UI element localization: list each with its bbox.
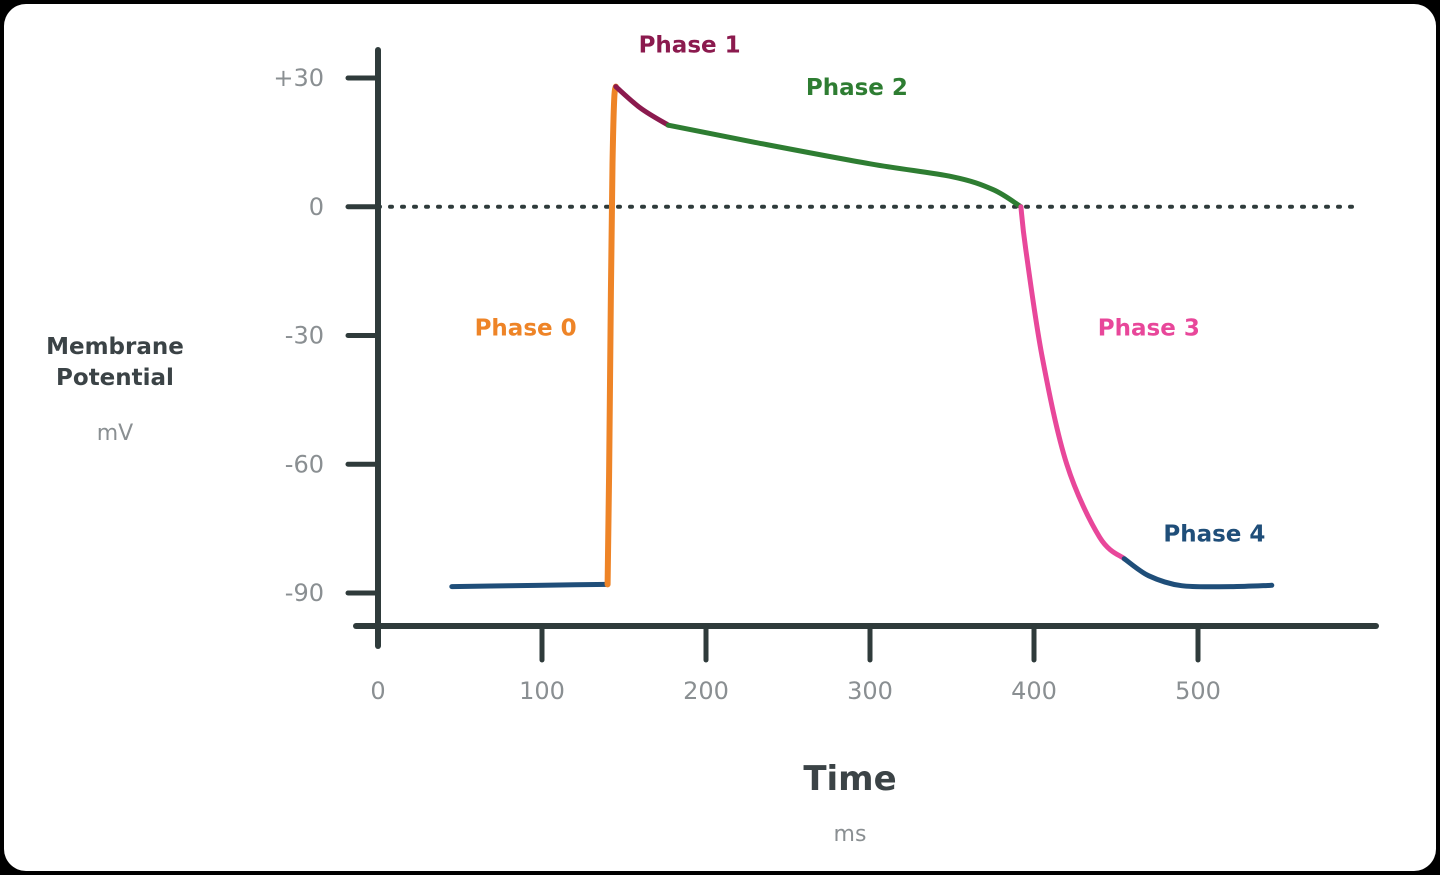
series-phase-1-line-2 [613,84,671,128]
y-tick-label: -90 [285,579,324,607]
y-axis-label-line-2: Potential [56,365,174,391]
x-tick-label: 200 [683,677,729,705]
x-axis-label: Time [803,759,896,799]
y-tick-label: 0 [309,193,324,221]
action-potential-chart: +30 0 -30 -60 -90 0 100 200 300 400 500 Phase 0 Phas… [46,32,1379,847]
annotation-phase-0: Phase 0 [475,316,577,342]
x-tick-label: 400 [1011,677,1057,705]
annotation-phase-2: Phase 2 [806,75,908,101]
annotation-phase-4: Phase 4 [1163,522,1265,548]
y-tick-label: +30 [273,64,324,92]
series-phase-2-line-3 [665,122,1024,210]
x-tick-label: 300 [847,677,893,705]
series-phase-4-line-5 [1121,556,1275,590]
y-axis-unit: mV [97,421,133,446]
series-phase-4-line-0 [449,581,611,590]
x-tick-label: 500 [1175,677,1221,705]
y-tick-label: -60 [285,450,324,478]
series-phase-3-line-4 [1018,204,1127,562]
series-phase-0-line-1 [604,83,619,588]
chart-card: +30 0 -30 -60 -90 0 100 200 300 400 500 Phase 0 Phas… [4,4,1436,871]
annotation-phase-3: Phase 3 [1098,316,1200,342]
y-axis-label-line-1: Membrane [46,334,184,360]
x-tick-label: 0 [370,677,385,705]
chart-text: Membrane Potential mV Time ms [46,334,897,847]
x-axis-unit: ms [834,822,867,847]
plot-area: +30 0 -30 -60 -90 0 100 200 300 400 500 Phase 0 Phas… [273,32,1379,705]
annotation-phase-1: Phase 1 [639,32,741,58]
x-tick-label: 100 [519,677,565,705]
y-tick-label: -30 [285,322,324,350]
